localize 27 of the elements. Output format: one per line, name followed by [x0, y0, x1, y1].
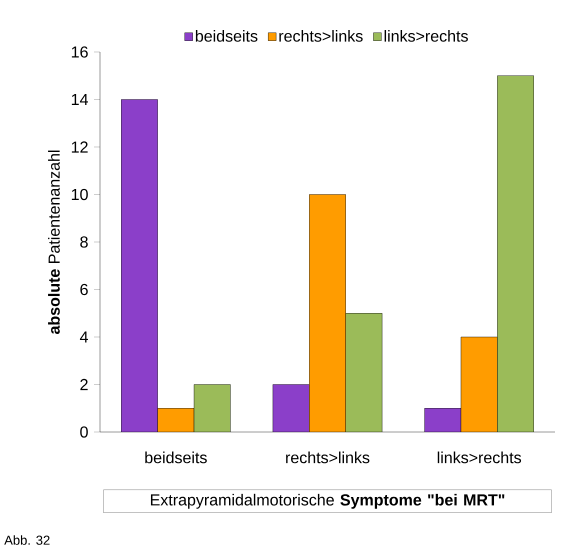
y-tick-label: 0: [80, 426, 88, 438]
bar: [497, 76, 534, 432]
y-axis-title: absolute Patientenanzahl: [48, 150, 60, 334]
x-tick-label: rechts>links: [286, 452, 370, 464]
bar: [424, 408, 462, 432]
x-axis-title: Extrapyramidalmotorische Symptome "bei MRT": [150, 494, 504, 509]
bar: [121, 99, 158, 432]
legend-label: beidseits: [196, 30, 258, 42]
bar: [194, 384, 230, 432]
y-tick-label: 12: [72, 141, 88, 153]
x-tick-label: beidseits: [145, 452, 207, 464]
y-tick-label: 16: [72, 46, 88, 58]
y-tick-label: 8: [80, 236, 88, 248]
bar: [460, 336, 498, 432]
bar: [272, 384, 310, 432]
y-tick-label: 10: [72, 188, 88, 200]
bar: [346, 313, 382, 432]
bar: [158, 408, 194, 432]
y-tick-label: 4: [80, 331, 88, 343]
y-tick-label: 6: [80, 284, 88, 296]
y-tick-label: 2: [80, 378, 88, 390]
legend-label: rechts>links: [279, 30, 363, 42]
caption: Abb. 32: [4, 535, 50, 545]
legend-label: links>rechts: [384, 30, 468, 42]
y-tick-label: 14: [72, 94, 88, 105]
bar: [309, 194, 346, 432]
x-tick-label: links>rechts: [438, 452, 522, 464]
